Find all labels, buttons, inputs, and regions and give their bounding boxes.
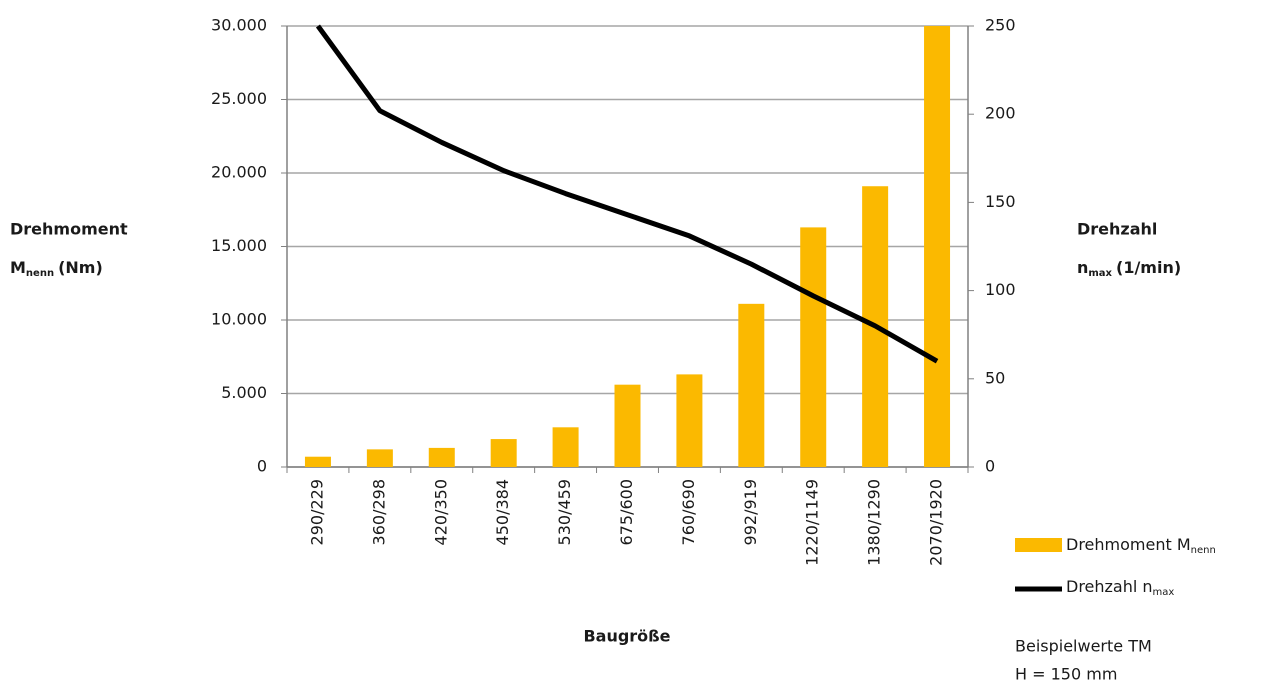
x-tick-label: 675/600: [617, 479, 636, 545]
x-axis-title: Baugröße: [583, 627, 670, 646]
bar: [614, 384, 641, 467]
line: [315, 24, 939, 364]
legend-label: Drehmoment Mnenn: [1066, 535, 1216, 557]
y2-tick-label: 0: [985, 457, 995, 476]
bar: [676, 374, 703, 467]
legend-subscript: nenn: [1191, 545, 1216, 556]
y2-tick-label: 50: [985, 368, 1005, 387]
y2-tick-label: 150: [985, 192, 1016, 211]
annotation: Beispielwerte TM: [1015, 637, 1152, 656]
x-tick-label: 760/690: [679, 479, 698, 545]
y-tick-label: 30.000: [211, 16, 267, 35]
legend-swatch: [1015, 538, 1062, 552]
legend-subscript: max: [1153, 587, 1175, 598]
bar: [490, 439, 517, 467]
y-tick-label: 0: [257, 457, 267, 476]
x-tick-label: 992/919: [741, 479, 760, 545]
y-axis-title: Drehmoment: [10, 220, 128, 239]
y-axis-title: Mnenn (Nm): [10, 258, 103, 280]
unit: (1/min): [1116, 258, 1181, 277]
annotation: H = 150 mm: [1015, 665, 1117, 684]
bar: [304, 456, 331, 467]
x-tick-label: 530/459: [555, 479, 574, 545]
subscript: nenn: [26, 268, 54, 279]
bar: [552, 427, 579, 467]
symbol: M: [10, 258, 26, 277]
x-tick-label: 360/298: [369, 479, 388, 545]
y-tick-label: 5.000: [221, 383, 267, 402]
y-tick-label: 25.000: [211, 89, 267, 108]
x-tick-label: 2070/1920: [927, 479, 946, 566]
y2-tick-label: 100: [985, 280, 1016, 299]
x-tick-label: 450/384: [493, 479, 512, 545]
subscript: max: [1088, 268, 1112, 279]
symbol: n: [1077, 258, 1088, 277]
x-tick-label: 420/350: [431, 479, 450, 545]
y2-axis-title: nmax (1/min): [1077, 258, 1181, 280]
unit: (Nm): [58, 258, 103, 277]
bar: [366, 449, 393, 467]
x-tick-label: 290/229: [307, 479, 326, 545]
y2-tick-label: 200: [985, 104, 1016, 123]
bar: [800, 227, 827, 467]
legend-label: Drehzahl nmax: [1066, 577, 1174, 599]
y-tick-label: 10.000: [211, 310, 267, 329]
x-tick-label: 1220/1149: [803, 479, 822, 566]
legend-name: Drehmoment M: [1066, 535, 1191, 554]
legend-name: Drehzahl n: [1066, 577, 1153, 596]
bar: [924, 26, 951, 467]
bar: [738, 303, 765, 467]
y-tick-label: 15.000: [211, 236, 267, 255]
x-tick-label: 1380/1290: [865, 479, 884, 566]
y2-tick-label: 250: [985, 16, 1016, 35]
y2-axis-title: Drehzahl: [1077, 220, 1157, 239]
y-tick-label: 20.000: [211, 163, 267, 182]
bar: [428, 447, 455, 467]
